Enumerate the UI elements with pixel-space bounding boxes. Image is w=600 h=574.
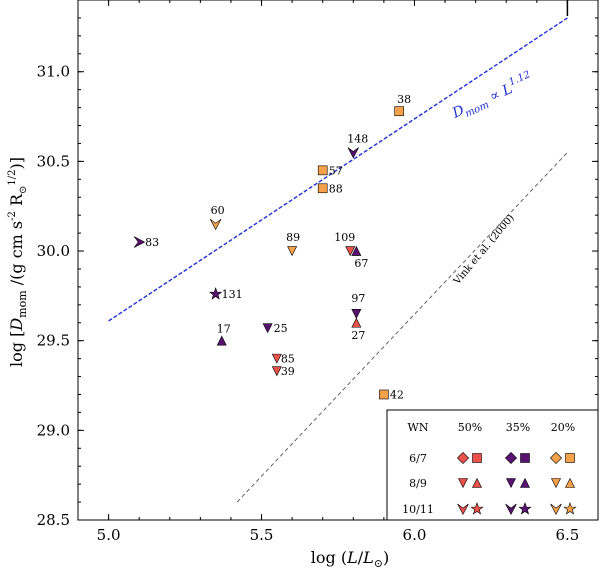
data-point: [262, 323, 273, 334]
data-point-label: 17: [217, 323, 231, 336]
legend: WN 50% 35% 20% 6/7 8/9 10/11: [386, 409, 599, 521]
y-tick-label: 31.0: [37, 63, 70, 81]
data-point: [351, 308, 362, 319]
vink-line: [236, 152, 568, 503]
data-point-label: 25: [274, 322, 288, 335]
legend-marker: [518, 502, 532, 515]
x-tick-label: 6.5: [555, 526, 579, 544]
fit-line-label: Dmom ∝ L1.12: [448, 69, 537, 125]
legend-marker: [550, 503, 562, 516]
legend-marker: [457, 503, 469, 516]
legend-marker: [549, 451, 563, 465]
data-point: [394, 106, 404, 116]
y-tick-label: 30.5: [37, 152, 70, 170]
data-point: [287, 246, 298, 257]
data-point: [133, 236, 146, 248]
legend-marker: [504, 451, 518, 465]
data-point-label: 97: [351, 292, 365, 305]
axis-ticks: 5.0 5.5 6.0 6.5 28.5 29.0 29.5 30.0 30.5 31.0: [37, 0, 599, 544]
data-point-label: 88: [329, 182, 343, 195]
data-point: [209, 287, 223, 300]
data-point: [351, 245, 362, 256]
legend-row-label: 6/7: [409, 452, 427, 465]
y-axis-label: log [Dmom /(g cm s-2 R⊙1/2)]: [7, 157, 29, 367]
legend-marker: [520, 477, 530, 488]
data-point: [271, 366, 282, 377]
data-point: [345, 246, 356, 257]
data-point: [317, 165, 328, 176]
y-tick-label: 30.0: [37, 242, 70, 260]
x-tick-label: 5.5: [250, 526, 274, 544]
data-point-label: 148: [347, 132, 368, 145]
data-point: [351, 317, 362, 328]
x-tick-label: 6.0: [403, 526, 427, 544]
data-point-label: 38: [397, 93, 411, 106]
data-point-label: 57: [329, 164, 343, 177]
data-point-label: 85: [281, 353, 295, 366]
data-point: [379, 389, 389, 400]
legend-marker: [551, 478, 561, 489]
data-point-label: 109: [334, 231, 355, 244]
legend-marker: [472, 477, 482, 488]
data-point: [209, 218, 222, 231]
y-tick-label: 29.0: [37, 421, 70, 439]
y-tick-label: 29.5: [37, 332, 70, 350]
plot-frame: [77, 0, 599, 521]
legend-row-label: 8/9: [409, 477, 427, 490]
x-tick-label: 5.0: [97, 526, 121, 544]
vink-line-label: Vink et al. (2000): [451, 213, 517, 288]
legend-marker: [506, 478, 516, 489]
data-point: [271, 353, 282, 364]
legend-box: [386, 409, 599, 521]
legend-column-label: 20%: [551, 421, 575, 434]
data-point: [347, 147, 359, 159]
legend-marker: [505, 503, 517, 516]
legend-column-label: 35%: [506, 421, 530, 434]
data-point-label: 83: [145, 236, 159, 249]
data-point-label: 27: [351, 329, 365, 342]
legend-marker: [520, 453, 530, 463]
legend-column-label: 50%: [458, 421, 482, 434]
data-point-label: 60: [211, 204, 225, 217]
legend-marker: [565, 477, 575, 488]
legend-marker: [565, 453, 575, 463]
data-point-label: 42: [390, 388, 404, 401]
legend-marker: [563, 502, 577, 515]
data-point-label: 67: [354, 257, 368, 270]
legend-marker: [458, 478, 468, 489]
legend-marker: [456, 451, 470, 465]
fit-line: [108, 17, 568, 322]
data-point: [216, 335, 227, 346]
legend-header: WN: [408, 421, 429, 434]
legend-marker: [472, 453, 482, 463]
data-point-label: 89: [286, 231, 300, 244]
x-axis-label: log (L/L⊙): [311, 548, 389, 570]
legend-row-label: 10/11: [402, 503, 434, 516]
y-tick-label: 28.5: [37, 511, 70, 529]
reference-lines: [108, 17, 568, 503]
legend-marker: [470, 502, 484, 515]
data-point-label: 39: [281, 365, 295, 378]
data-point-label: 131: [222, 288, 243, 301]
data-point: [317, 183, 328, 194]
